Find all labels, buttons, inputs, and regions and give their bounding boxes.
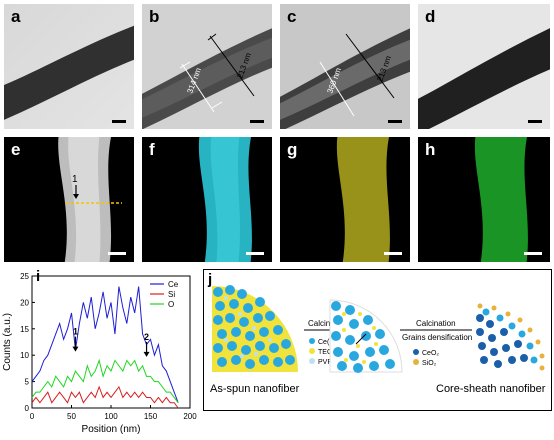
panel-label-i: i: [36, 268, 41, 285]
x-tick-label: 50: [67, 412, 76, 421]
panel-d-tem: d: [418, 4, 550, 129]
panel-label-b: b: [149, 7, 160, 26]
step-label-calcination-2: Calcination: [416, 319, 456, 328]
legend-pvp: PVP: [318, 359, 332, 366]
o-map-h: [474, 137, 528, 262]
tem-image-b: 314 nm 213 nm: [142, 4, 272, 129]
ce-map-f: [198, 137, 252, 262]
legend-label-o: O: [168, 300, 174, 309]
panel-j-schematic: j Calcination Ce(acac)₃ TEOS: [203, 269, 552, 411]
x-axis-label: Position (nm): [82, 424, 141, 435]
line-scan-marker-1: 1: [72, 174, 78, 185]
y-tick-label: 0: [25, 404, 30, 413]
panel-e-haadf: 1 2 e: [4, 137, 134, 262]
core-sheath-quarter: [476, 303, 545, 371]
schematic-svg: Calcination Ce(acac)₃ TEOS PVP: [210, 285, 546, 395]
tem-image-a: [4, 4, 134, 129]
annotation-2: 2: [144, 332, 149, 342]
line-scan-chart: 0 50 100 150 200 0 5 10 15 20 25 Position (nm) Count…: [2, 272, 197, 435]
caption-core-sheath: Core-sheath nanofiber: [436, 383, 546, 395]
legend-core-sheath: CeO₂ SiO₂: [413, 349, 439, 367]
panel-g-si-map: g: [280, 137, 410, 262]
tem-image-c: 360 nm 213 nm: [280, 4, 410, 129]
panel-label-c: c: [287, 7, 297, 26]
y-tick-label: 25: [20, 272, 29, 281]
legend-teos: TEOS: [318, 349, 337, 356]
si-map-g: [336, 137, 390, 262]
step-label-calcination-1: Calcination: [308, 319, 348, 328]
legend-ceo2: CeO₂: [422, 350, 439, 357]
series-line-ce: [31, 286, 179, 403]
panel-label-a: a: [11, 7, 21, 26]
annotation-arrowhead-2: [143, 351, 150, 357]
y-axis-label: Counts (a.u.): [2, 313, 13, 371]
panel-f-ce-map: f: [142, 137, 272, 262]
x-tick-label: 0: [30, 412, 35, 421]
y-tick-label: 5: [25, 378, 30, 387]
haadf-image-e: 1 2: [58, 137, 122, 262]
scale-bar-f: [246, 252, 264, 255]
series-line-o: [31, 358, 179, 404]
caption-as-spun: As-spun nanofiber: [210, 383, 300, 395]
legend-label-ce: Ce: [168, 280, 179, 289]
scale-bar-h: [524, 252, 542, 255]
series-line-si: [31, 385, 179, 409]
panel-label-f: f: [149, 140, 155, 159]
panel-label-h: h: [425, 140, 436, 159]
annotation-1: 1: [73, 327, 78, 337]
plot-frame: [31, 275, 191, 409]
line-scan-marker-2: 2: [114, 174, 120, 185]
step-label-densification: Grains densification: [402, 333, 472, 342]
x-tick-label: 150: [144, 412, 158, 421]
scale-bar-e: [108, 252, 126, 255]
panel-label-j: j: [208, 271, 213, 288]
x-tick-label: 100: [104, 412, 118, 421]
y-tick-label: 15: [20, 325, 29, 334]
y-tick-label: 20: [20, 298, 29, 307]
panel-label-e: e: [11, 140, 21, 159]
legend-sio2: SiO₂: [422, 360, 437, 367]
scale-bar-c: [388, 120, 402, 123]
x-tick-label: 200: [183, 412, 197, 421]
scale-bar-b: [250, 120, 264, 123]
intermediate-quarter: [329, 299, 403, 373]
y-tick-label: 10: [20, 351, 29, 360]
panel-h-o-map: h: [418, 137, 550, 262]
as-spun-quarter: [212, 285, 298, 372]
legend-label-si: Si: [168, 290, 175, 299]
panel-label-d: d: [425, 7, 436, 26]
panel-label-g: g: [287, 140, 298, 159]
tem-image-d: [418, 4, 550, 129]
scale-bar-d: [528, 120, 542, 123]
panel-c-tem: 360 nm 213 nm c: [280, 4, 410, 129]
scale-bar-a: [112, 120, 126, 123]
annotation-arrowhead-1: [72, 346, 79, 352]
panel-a-tem: a: [4, 4, 134, 129]
scale-bar-g: [384, 252, 402, 255]
panel-b-tem: 314 nm 213 nm b: [142, 4, 272, 129]
